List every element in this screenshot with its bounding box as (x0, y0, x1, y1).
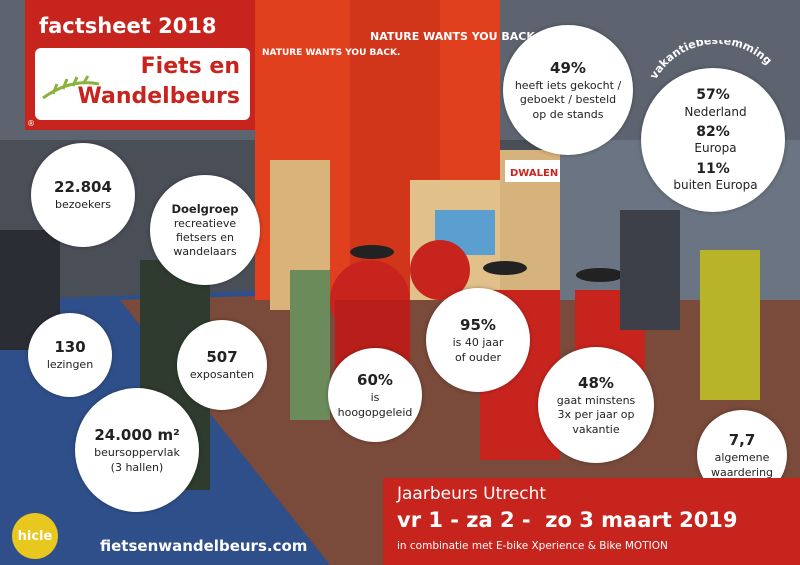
stat-text: gaat minstens (556, 394, 636, 408)
stat-value: Doelgroep (171, 201, 239, 216)
logo: Fiets en Wandelbeurs (35, 48, 250, 120)
destination-pct: 11% (696, 160, 730, 177)
stat-value: 7,7 (728, 431, 756, 450)
stat-circle: 95% is 40 jaar of ouder (426, 288, 530, 392)
stat-value: 130 (54, 338, 86, 357)
stat-circle: 60% is hoogopgeleid (328, 348, 422, 442)
stat-text: exposanten (189, 368, 255, 382)
stat-text: algemene (714, 451, 770, 465)
stat-text: hoogopgeleid (337, 405, 413, 419)
destination-title-path: vakantiebestemming (647, 40, 774, 81)
stat-circle: 507 exposanten (177, 320, 267, 410)
photo-sign: NATURE WANTS YOU BACK. (262, 48, 400, 58)
stat-text: beursoppervlak (94, 446, 180, 460)
stat-circle: 49% heeft iets gekocht / geboekt / besteld… (503, 25, 633, 155)
stat-text: 3x per jaar op (557, 408, 635, 422)
stat-value: 48% (578, 374, 614, 393)
stat-circle: 130 lezingen (28, 313, 112, 397)
destination-label: buiten Europa (673, 178, 758, 193)
stat-circle: 24.000 m² beursoppervlak (3 hallen) (75, 388, 199, 512)
stat-circle: Doelgroep recreatieve fietsers en wandelaar… (150, 175, 260, 285)
url: fietsenwandelbeurs.com (100, 537, 308, 555)
destination-rows: 57% Nederland 82% Europa 11% buiten Europa (668, 83, 757, 196)
destination-row: 57% Nederland (668, 86, 757, 120)
destination-arc: vakantiebestemming (647, 40, 774, 81)
stat-value: 22.804 (54, 178, 112, 197)
stat-text: of ouder (454, 350, 502, 364)
stat-circle: 48% gaat minstens 3x per jaar op vakantie (538, 347, 654, 463)
stat-value: 507 (206, 348, 238, 367)
stat-text: heeft iets gekocht / (514, 79, 622, 93)
destination-row: 82% Europa (668, 123, 757, 157)
destination-label: Europa (694, 141, 737, 156)
stat-text: is 40 jaar (452, 336, 504, 350)
stat-text: is (370, 391, 380, 405)
destination-label: Nederland (684, 104, 747, 119)
dates: vr 1 - za 2 - zo 3 maart 2019 (397, 508, 738, 532)
stat-text: fietsers en (176, 230, 234, 244)
logo-line: Wandelbeurs (77, 84, 240, 109)
stat-text: (3 hallen) (110, 460, 164, 474)
stat-text: vakantie (572, 422, 620, 436)
partner-logo: hicle (12, 513, 58, 559)
stat-text: wandelaars (173, 245, 237, 259)
photo-sign: NATURE WANTS YOU BACK. (370, 30, 539, 43)
logo-mark: ® (27, 119, 35, 128)
destination-title: vakantiebestemming (647, 40, 774, 81)
stat-text: geboekt / besteld (519, 93, 617, 107)
stat-text: waardering (710, 465, 774, 479)
stat-text: lezingen (46, 358, 94, 372)
header-box: factsheet 2018 Fiets en Wandelbeurs ® (25, 0, 255, 130)
venue: Jaarbeurs Utrecht (397, 484, 547, 504)
stat-value: 95% (460, 316, 496, 335)
footer-box: Jaarbeurs Utrecht vr 1 - za 2 - zo 3 maa… (383, 478, 800, 565)
stat-value: 24.000 m² (94, 426, 180, 445)
combo: in combinatie met E-bike Xperience & Bik… (397, 540, 668, 552)
logo-leaf (42, 75, 100, 100)
destination-pct: 82% (696, 124, 730, 141)
stat-value: 60% (357, 371, 393, 390)
title: factsheet 2018 (39, 14, 217, 38)
logo-line: Fiets en (140, 54, 240, 79)
stat-text: bezoekers (54, 198, 112, 212)
photo-sign: DWALEN (510, 168, 558, 179)
stat-circle: 22.804 bezoekers (31, 143, 135, 247)
stat-text: op de stands (532, 107, 604, 121)
destination-row: 11% buiten Europa (668, 160, 757, 194)
destination-pct: 57% (696, 87, 730, 104)
destination-circle: 57% Nederland 82% Europa 11% buiten Europa (641, 68, 785, 212)
stat-value: 49% (550, 59, 586, 78)
stat-text: recreatieve (173, 216, 237, 230)
